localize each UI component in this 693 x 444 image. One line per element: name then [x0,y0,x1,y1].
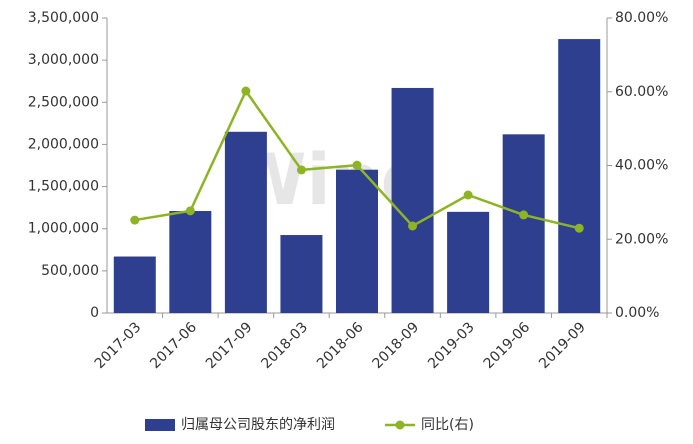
y2-tick-label: 0.00% [615,305,659,321]
bar [169,211,212,313]
point [574,223,584,233]
point [519,210,529,220]
point [185,206,195,216]
legend-label: 归属母公司股东的净利润 [181,416,335,433]
y-tick-label: 500,000 [41,263,99,279]
bar [391,87,434,313]
y-tick-label: 3,000,000 [28,52,99,68]
bar [447,211,490,313]
x-tick-label: 2017-06 [147,319,200,372]
x-tick-label: 2019-06 [481,319,534,372]
bar [224,131,267,313]
point [241,86,251,96]
y-tick-label: 0 [90,305,99,321]
y2-tick-label: 60.00% [615,84,668,100]
legend-label: 同比(右) [421,417,474,433]
y2-tick-label: 20.00% [615,231,668,247]
x-tick-label: 2019-03 [425,319,478,372]
x-tick-label: 2017-03 [92,319,145,372]
x-tick-label: 2018-06 [314,319,367,372]
point [408,221,418,231]
y-tick-label: 2,500,000 [28,94,99,110]
x-tick-label: 2017-09 [203,319,256,372]
legend-swatch [145,419,175,431]
point [352,160,362,170]
y-tick-label: 1,500,000 [28,179,99,195]
bar [113,256,156,313]
y-tick-label: 2,000,000 [28,136,99,152]
bar [336,169,378,313]
x-tick-label: 2018-09 [370,319,423,372]
point [463,190,473,200]
bar [502,134,545,313]
x-tick-label: 2018-03 [258,319,311,372]
point [296,165,306,175]
point [130,215,140,225]
y-tick-label: 1,000,000 [28,221,99,237]
y2-tick-label: 80.00% [615,10,668,26]
y-tick-label: 3,500,000 [28,10,99,26]
bar [280,235,323,313]
bar [558,39,601,313]
x-tick-label: 2019-09 [536,319,589,372]
legend-swatch [395,420,405,430]
y2-tick-label: 40.00% [615,158,668,174]
